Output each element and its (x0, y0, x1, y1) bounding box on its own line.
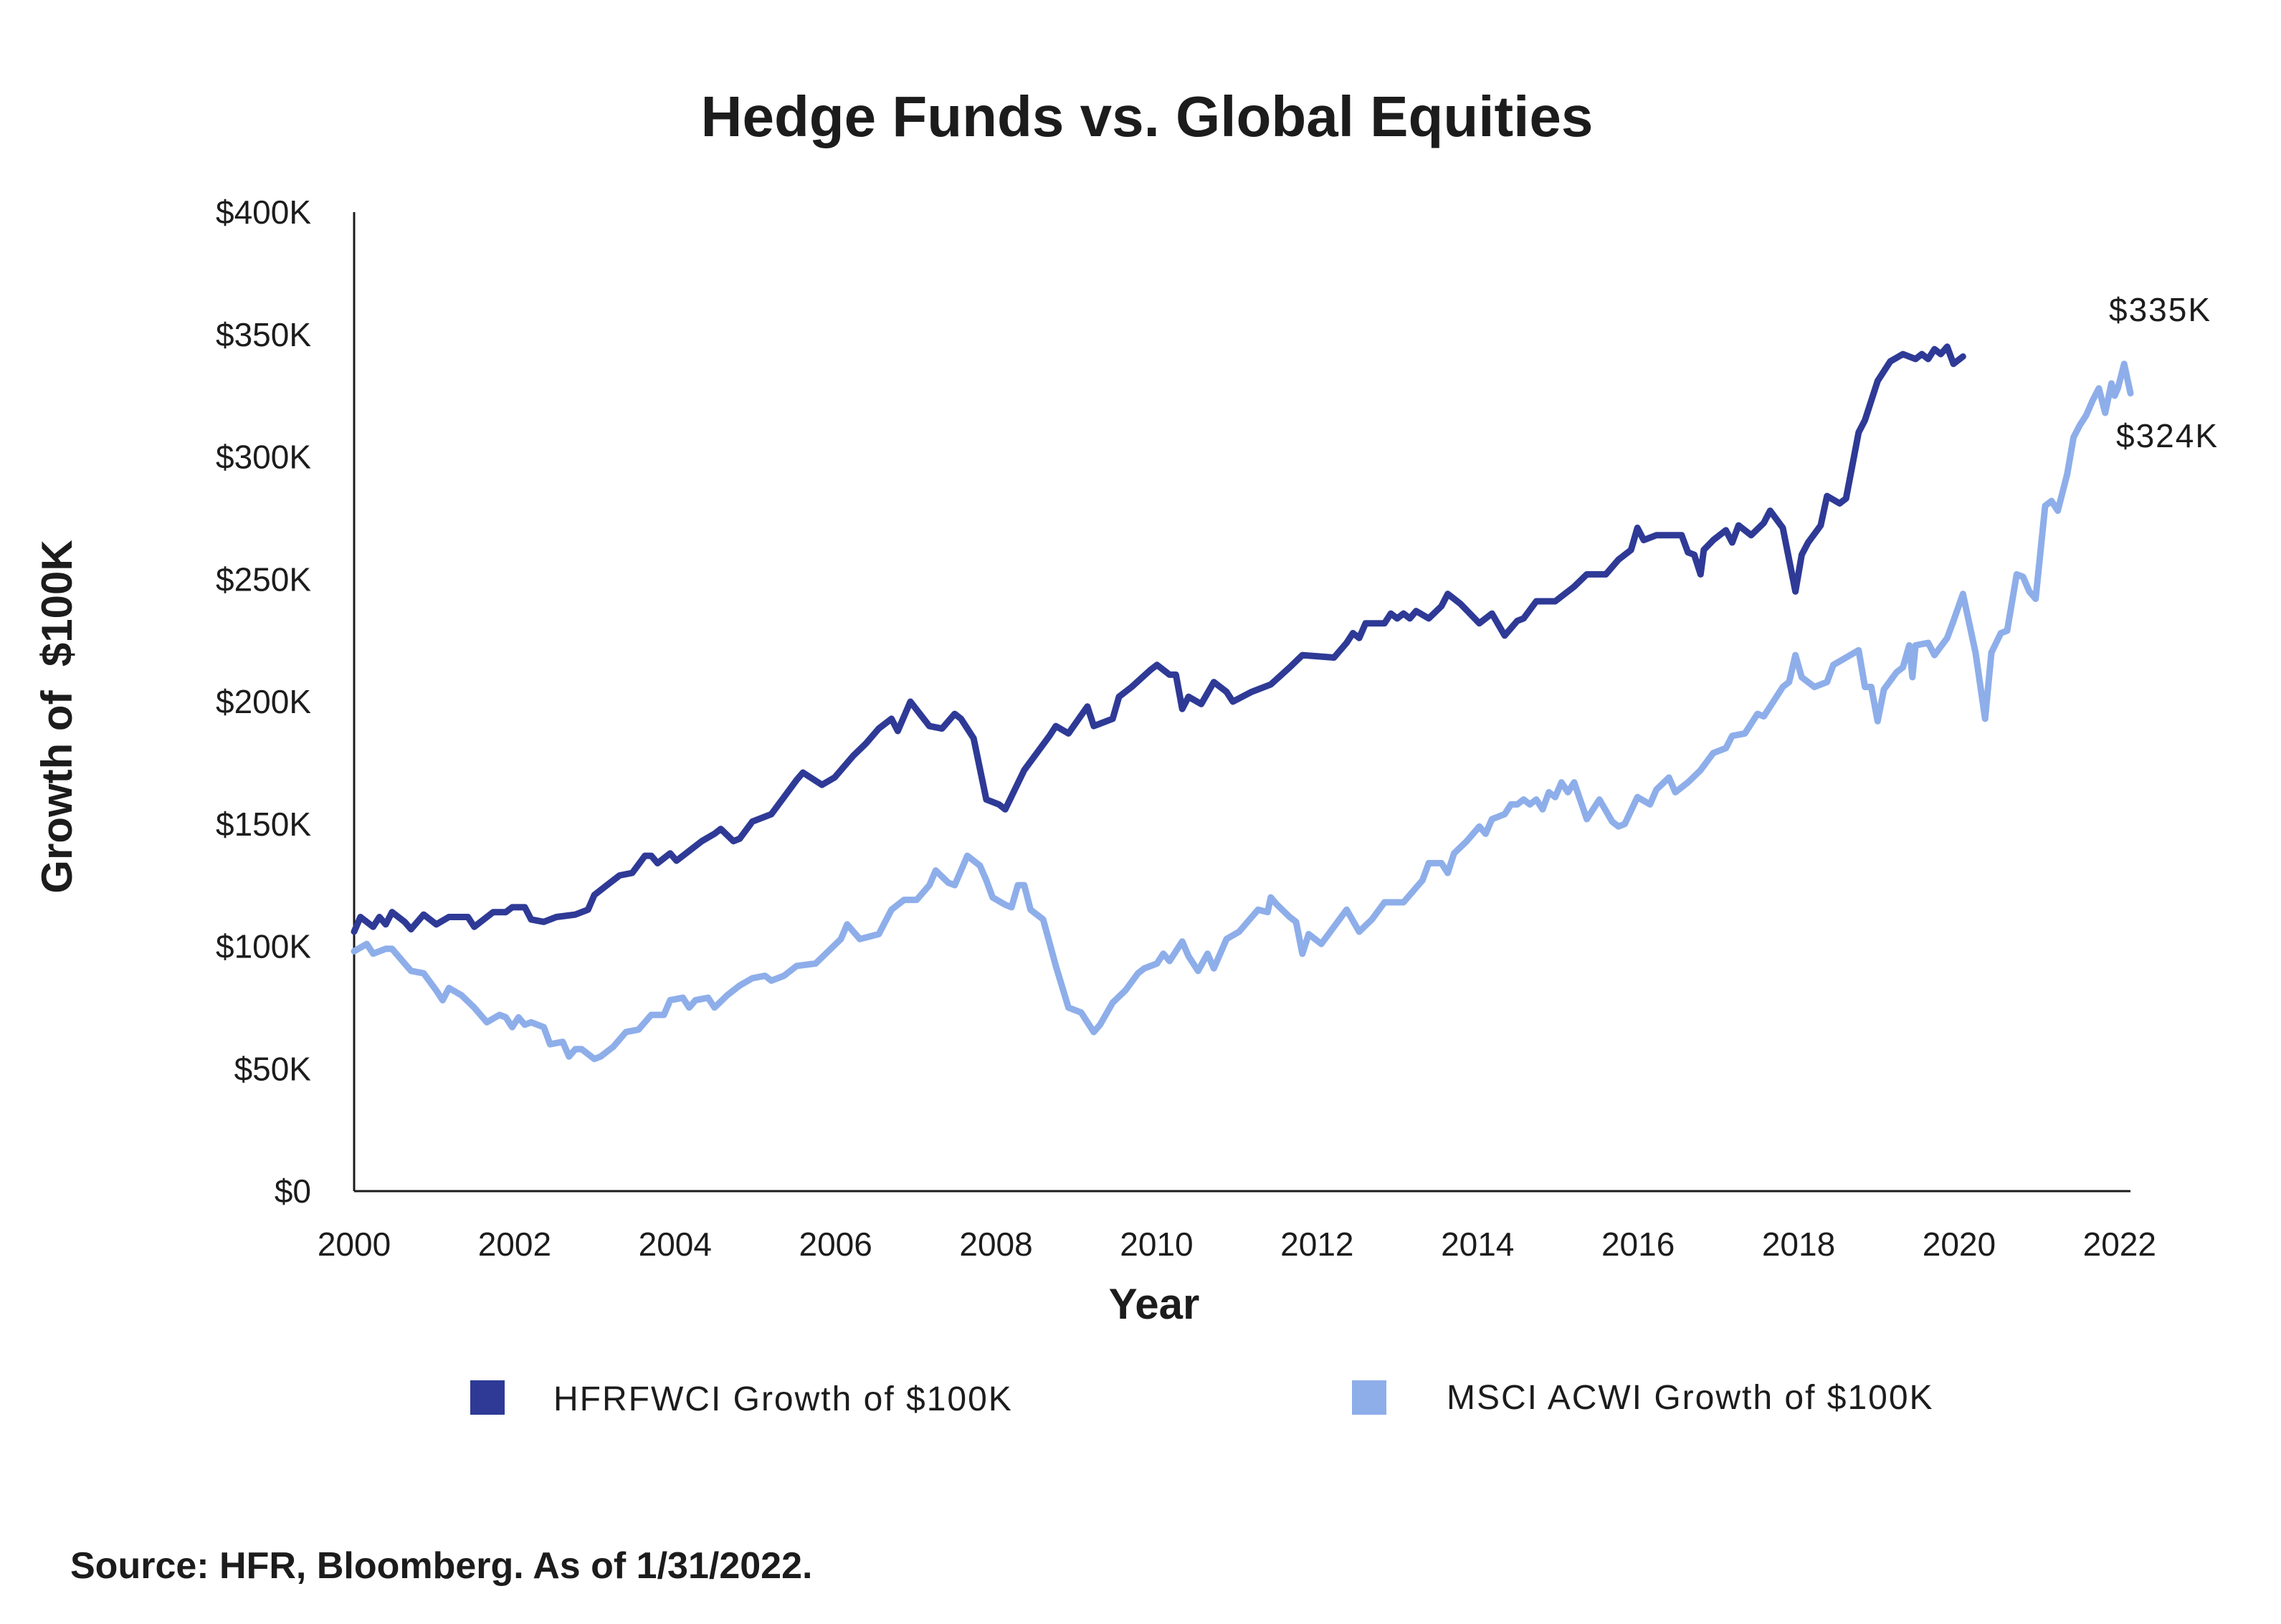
y-tick-label: $100K (216, 928, 311, 965)
y-tick-label: $50K (234, 1050, 312, 1087)
legend-swatch-msci (1352, 1380, 1386, 1415)
legend-swatch-hfrfwci (470, 1380, 505, 1415)
y-axis-label: Growth of $100K (33, 540, 81, 893)
x-tick-label: 2006 (799, 1226, 872, 1263)
y-tick-label: $150K (216, 806, 311, 843)
y-axis-label-group: Growth of $100K (33, 540, 81, 893)
legend: HFRFWCI Growth of $100K MSCI ACWI Growth… (470, 1379, 1934, 1418)
y-tick-label: $0 (275, 1172, 311, 1210)
x-tick-label: 2002 (478, 1226, 551, 1263)
y-tick-label: $200K (216, 683, 311, 720)
end-label-msci: $324K (2116, 417, 2219, 454)
x-tick-label: 2014 (1441, 1226, 1514, 1263)
x-tick-label: 2008 (959, 1226, 1032, 1263)
series-line-hfrfwci (351, 343, 1966, 935)
series-layer (351, 343, 2134, 1063)
legend-label-hfrfwci: HFRFWCI Growth of $100K (553, 1380, 1013, 1418)
end-label-hfrfwci: $335K (2109, 291, 2211, 328)
x-tick-label: 2022 (2083, 1226, 2156, 1263)
x-tick-label: 2004 (639, 1226, 712, 1263)
y-ticks: $0 $50K $100K $150K $200K $250K $300K $350K $400… (216, 194, 311, 1210)
x-tick-label: 2016 (1601, 1226, 1675, 1263)
x-axis-label: Year (1109, 1280, 1200, 1328)
x-tick-label: 2020 (1923, 1226, 1996, 1263)
y-tick-label: $350K (216, 316, 311, 353)
y-tick-label: $400K (216, 194, 311, 231)
legend-label-msci: MSCI ACWI Growth of $100K (1447, 1379, 1934, 1417)
x-ticks: 2000 2002 2004 2006 2008 2010 2012 2014 2016 2018… (318, 1226, 2156, 1263)
legend-item-hfrfwci: HFRFWCI Growth of $100K (470, 1380, 1013, 1418)
x-tick-label: 2010 (1120, 1226, 1193, 1263)
x-tick-label: 2018 (1762, 1226, 1835, 1263)
series-line-msci (351, 360, 2134, 1063)
x-tick-label: 2000 (318, 1226, 391, 1263)
y-tick-label: $250K (216, 560, 311, 598)
y-tick-label: $300K (216, 439, 311, 476)
x-tick-label: 2012 (1280, 1226, 1353, 1263)
chart-title: Hedge Funds vs. Global Equities (701, 85, 1594, 148)
source-note: Source: HFR, Bloomberg. As of 1/31/2022. (70, 1545, 812, 1587)
legend-item-msci: MSCI ACWI Growth of $100K (1352, 1379, 1934, 1417)
